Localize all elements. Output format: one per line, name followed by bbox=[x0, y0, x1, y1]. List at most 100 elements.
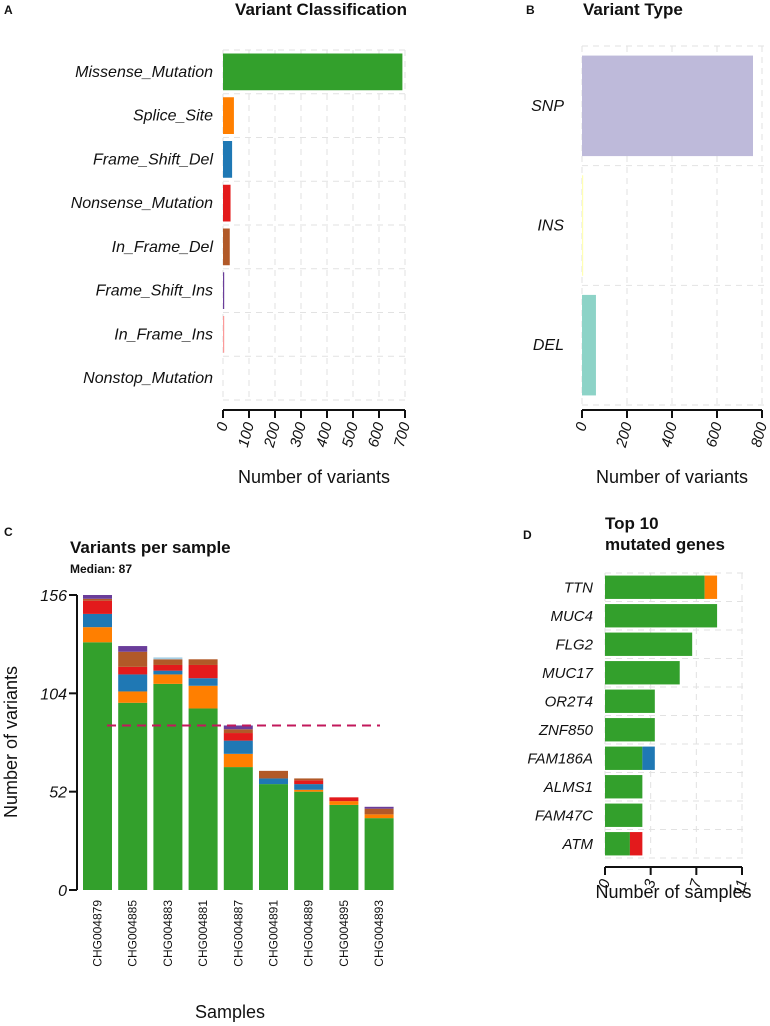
bar-atm-nonsense-mutation bbox=[629, 832, 643, 856]
bar-chg004881-frame-shift-del bbox=[188, 678, 218, 686]
category-label-fam47c: FAM47C bbox=[535, 807, 593, 824]
x-tick-label: 0 bbox=[213, 420, 232, 433]
bar-chg004881-nonsense-mutation bbox=[188, 664, 218, 679]
category-label-frame-shift-ins: Frame_Shift_Ins bbox=[96, 283, 213, 300]
bar-chg004879-frame-shift-ins bbox=[83, 595, 112, 599]
category-label-flg2: FLG2 bbox=[555, 636, 593, 653]
bar-chg004879-missense-mutation bbox=[83, 642, 112, 890]
y-axis-title: Number of variants bbox=[1, 666, 21, 818]
category-label-muc4: MUC4 bbox=[550, 608, 593, 625]
bar-chg004889-nonsense-mutation bbox=[294, 780, 324, 785]
bar-chg004891-in-frame-del bbox=[259, 770, 288, 779]
x-tick-label: 700 bbox=[391, 420, 414, 449]
bar-chg004887-nonsense-mutation bbox=[223, 733, 253, 741]
bar-chg004893-missense-mutation bbox=[364, 818, 394, 890]
bar-chg004885-frame-shift-ins bbox=[118, 646, 148, 652]
bar-chg004885-frame-shift-del bbox=[118, 674, 148, 692]
bar-chg004881-splice-site bbox=[188, 685, 218, 709]
bar-flg2-missense-mutation bbox=[605, 632, 693, 656]
category-label-or2t4: OR2T4 bbox=[545, 693, 593, 710]
bar-chg004887-in-frame-del bbox=[223, 729, 253, 734]
panel-c-title: Variants per sample bbox=[70, 538, 231, 557]
category-label-nonstop-mutation: Nonstop_Mutation bbox=[83, 370, 213, 387]
category-label-znf850: ZNF850 bbox=[538, 722, 594, 739]
bar-alms1-missense-mutation bbox=[605, 775, 643, 799]
bar-nonsense-mutation bbox=[223, 184, 231, 222]
panel-letter-d: D bbox=[523, 528, 532, 542]
bar-chg004879-nonsense-mutation bbox=[83, 600, 112, 614]
panel-letter-a: A bbox=[4, 3, 13, 17]
bar-chg004889-splice-site bbox=[294, 789, 324, 792]
bar-chg004887-frame-shift-del bbox=[223, 740, 253, 754]
panel-c-subtitle: Median: 87 bbox=[70, 562, 132, 576]
bar-chg004879-splice-site bbox=[83, 627, 112, 643]
bar-chg004895-splice-site bbox=[329, 801, 359, 805]
panel-d-title-line2: mutated genes bbox=[605, 535, 725, 554]
panel-d-title-line1: Top 10 bbox=[605, 514, 659, 533]
sample-label-chg004893: CHG004893 bbox=[372, 900, 386, 967]
category-label-alms1: ALMS1 bbox=[543, 779, 593, 796]
sample-label-chg004879: CHG004879 bbox=[91, 900, 105, 967]
bar-chg004887-missense-mutation bbox=[223, 767, 253, 890]
bar-chg004881-in-frame-del bbox=[188, 659, 218, 665]
x-tick-label: 11 bbox=[730, 878, 750, 897]
panel-a-title: Variant Classification bbox=[235, 0, 407, 19]
x-tick-label: 200 bbox=[261, 420, 284, 450]
y-tick-label: 0 bbox=[58, 883, 67, 900]
y-tick-label: 156 bbox=[40, 588, 67, 605]
x-tick-label: 400 bbox=[658, 420, 681, 449]
category-label-ttn: TTN bbox=[564, 579, 593, 596]
x-tick-label: 400 bbox=[313, 420, 336, 449]
bar-muc17-missense-mutation bbox=[605, 661, 680, 685]
sample-label-chg004891: CHG004891 bbox=[267, 900, 281, 967]
sample-label-chg004883: CHG004883 bbox=[161, 900, 175, 967]
panel-letter-c: C bbox=[4, 525, 13, 539]
sample-label-chg004885: CHG004885 bbox=[126, 900, 140, 967]
bar-chg004895-missense-mutation bbox=[329, 804, 359, 890]
category-label-snp: SNP bbox=[531, 98, 564, 115]
bar-in-frame-del bbox=[223, 228, 230, 266]
bar-chg004889-in-frame-del bbox=[294, 778, 324, 781]
bar-ttn-missense-mutation bbox=[605, 575, 705, 599]
category-label-del: DEL bbox=[533, 337, 564, 354]
sample-label-chg004889: CHG004889 bbox=[302, 900, 316, 967]
bar-chg004885-missense-mutation bbox=[118, 702, 148, 890]
bar-muc4-missense-mutation bbox=[605, 604, 718, 628]
bar-chg004879-in-frame-del bbox=[83, 598, 112, 601]
bar-ins bbox=[582, 175, 584, 276]
category-label-ins: INS bbox=[537, 218, 564, 235]
x-axis-title: Number of variants bbox=[238, 467, 390, 487]
bar-chg004891-missense-mutation bbox=[259, 784, 288, 890]
bar-chg004885-splice-site bbox=[118, 691, 148, 703]
panel-a-variant-classification: Missense_Mutation Splice_Site Frame_Shift_… bbox=[71, 49, 414, 487]
bar-chg004883-nonsense-mutation bbox=[153, 664, 183, 671]
x-tick-label: 100 bbox=[235, 420, 258, 449]
bar-chg004883-missense-mutation bbox=[153, 683, 183, 890]
x-tick-label: 500 bbox=[339, 420, 362, 449]
panel-c-variants-per-sample: CHG004879 CHG004885 CHG004883 CHG004881 CHG0… bbox=[1, 588, 394, 1022]
bar-atm-missense-mutation bbox=[605, 832, 630, 856]
bar-chg004893-in-frame-del bbox=[364, 808, 394, 815]
sample-label-chg004887: CHG004887 bbox=[231, 900, 245, 967]
x-axis-title: Number of variants bbox=[596, 467, 748, 487]
category-label-splice-site: Splice_Site bbox=[133, 108, 213, 125]
panel-b-title: Variant Type bbox=[583, 0, 683, 19]
category-label-in-frame-del: In_Frame_Del bbox=[112, 239, 214, 256]
bar-chg004883-nonstop-mutation bbox=[153, 657, 183, 660]
category-label-fam186a: FAM186A bbox=[527, 750, 593, 767]
x-tick-label: 300 bbox=[287, 420, 310, 449]
bar-chg004879-frame-shift-del bbox=[83, 613, 112, 628]
bar-missense-mutation bbox=[223, 53, 403, 91]
x-tick-label: 600 bbox=[703, 420, 726, 449]
bar-chg004889-missense-mutation bbox=[294, 791, 324, 890]
bar-znf850-missense-mutation bbox=[605, 718, 655, 742]
category-label-muc17: MUC17 bbox=[542, 665, 594, 682]
y-tick-label: 52 bbox=[49, 785, 67, 802]
bar-snp bbox=[582, 55, 753, 157]
bar-frame-shift-ins bbox=[223, 272, 225, 309]
bar-splice-site bbox=[223, 97, 234, 134]
bar-del bbox=[582, 294, 596, 396]
y-tick-label: 104 bbox=[40, 686, 67, 703]
